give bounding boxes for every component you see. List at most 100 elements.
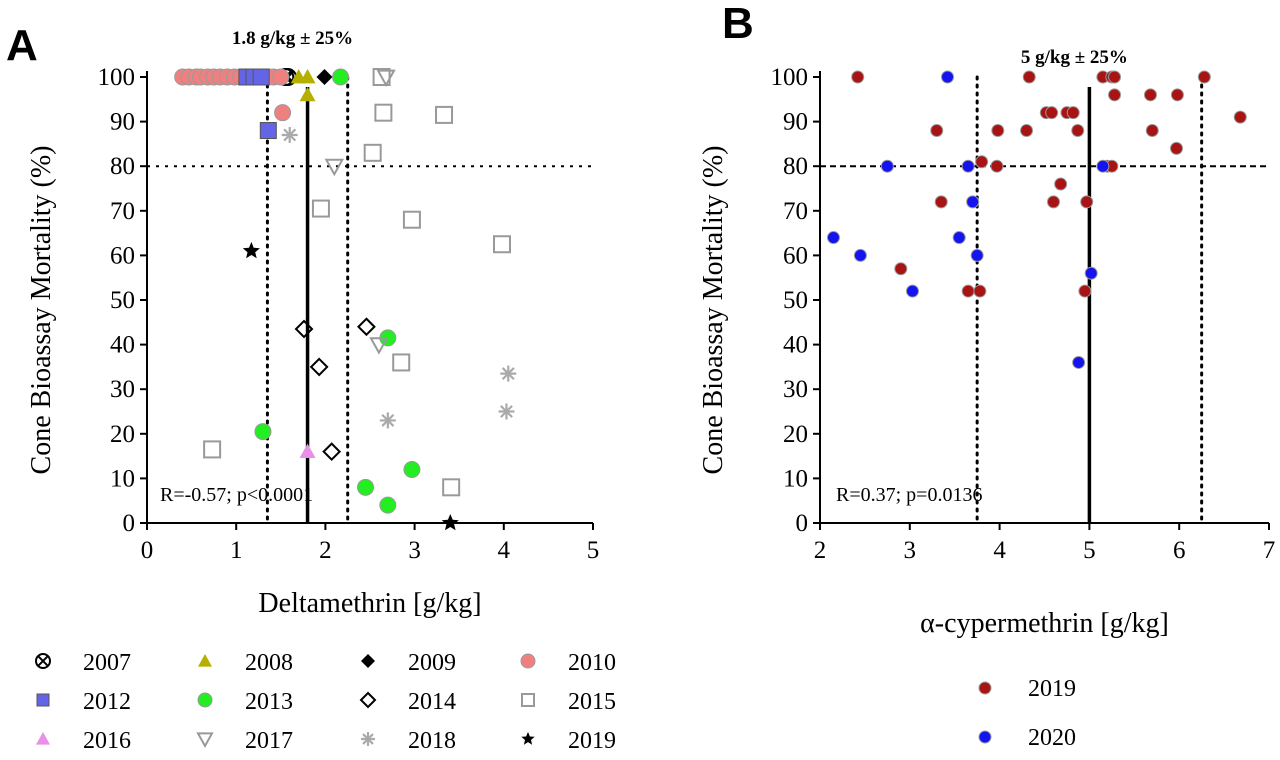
- point-b-2019-20: [975, 155, 989, 169]
- series-a-2018: [281, 126, 517, 429]
- y-tick-label-b-90: 90: [783, 109, 808, 136]
- point-a-2013-2: [254, 423, 272, 441]
- stats-annotation-a: R=-0.57; p<0.0001: [160, 484, 313, 506]
- point-a-2013-3: [403, 460, 421, 478]
- point-a-2015-6: [493, 235, 512, 254]
- legend-label-a-2018: 2018: [408, 728, 456, 754]
- point-b-2019-26: [1046, 195, 1060, 209]
- series-a-2008: [290, 69, 316, 102]
- point-a-2018-0: [281, 126, 298, 143]
- point-a-2012-3: [259, 122, 277, 140]
- legend-label-b-2020: 2020: [1028, 725, 1076, 751]
- y-tick-label-a-20: 20: [110, 421, 135, 448]
- point-a-2008-1: [290, 69, 307, 84]
- point-b-2019-5: [1197, 70, 1211, 84]
- point-a-2015-4: [311, 199, 330, 218]
- point-a-2008-2: [299, 86, 316, 102]
- y-tick-label-b-70: 70: [783, 198, 808, 225]
- point-a-2013-4: [357, 478, 375, 496]
- point-b-2020-7: [970, 248, 984, 262]
- y-tick-label-a-40: 40: [110, 332, 135, 359]
- point-b-2019-1: [1022, 70, 1036, 84]
- panel-letter-a: A: [6, 21, 38, 70]
- point-b-2019-15: [991, 124, 1005, 138]
- point-a-2015-9: [442, 478, 461, 497]
- legend-item-a-2013: 2013: [197, 689, 293, 715]
- y-tick-label-a-50: 50: [110, 287, 135, 314]
- y-axis-label-b: Cone Bioassay Mortality (%): [698, 146, 729, 475]
- series-a-2019: [242, 241, 459, 531]
- point-a-2014-0: [294, 319, 314, 339]
- point-b-2019-16: [1020, 124, 1034, 138]
- legend-item-a-2012: 2012: [36, 689, 131, 715]
- point-a-2015-2: [435, 105, 454, 124]
- y-tick-label-b-50: 50: [783, 287, 808, 314]
- legend-label-a-2010: 2010: [568, 650, 616, 676]
- x-tick-label-b-7: 7: [1263, 537, 1276, 564]
- point-a-2019-0: [242, 241, 260, 259]
- point-b-2019-0: [851, 70, 865, 84]
- legend-item-b-2020: 2020: [978, 725, 1076, 751]
- point-a-2014-2: [309, 357, 329, 377]
- legend-label-a-2012: 2012: [83, 689, 131, 715]
- legend-item-a-2010: 2010: [520, 650, 616, 676]
- x-axis-label-a: Deltamethrin [g/kg]: [258, 588, 481, 619]
- target-label-b: 5 g/kg ± 25%: [1021, 47, 1128, 68]
- point-a-2015-7: [392, 353, 411, 372]
- point-b-2019-7: [1045, 106, 1059, 120]
- y-tick-label-a-10: 10: [110, 465, 135, 492]
- point-a-2016-0: [299, 443, 316, 459]
- point-b-2019-14: [930, 124, 944, 138]
- series-a-2016: [299, 443, 316, 459]
- point-a-2010-15: [272, 68, 290, 86]
- point-b-2019-9: [1066, 106, 1080, 120]
- legend-marker-a-2018: [361, 732, 375, 746]
- series-a-2012: [238, 68, 277, 140]
- point-b-2020-9: [1084, 266, 1098, 280]
- point-a-2017-1: [324, 158, 345, 177]
- point-a-2015-3: [363, 143, 382, 162]
- series-a-2010: [174, 68, 292, 122]
- series-b-2019: [851, 70, 1247, 298]
- legend-label-a-2013: 2013: [245, 689, 293, 715]
- point-b-2020-11: [1096, 159, 1110, 173]
- legend-item-a-2015: 2015: [521, 689, 616, 715]
- point-b-2020-0: [941, 70, 955, 84]
- legend-marker-a-2016: [36, 732, 50, 745]
- x-tick-label-b-2: 2: [814, 537, 827, 564]
- y-tick-label-a-60: 60: [110, 242, 135, 269]
- point-b-2020-4: [853, 248, 867, 262]
- legend-label-a-2009: 2009: [408, 650, 456, 676]
- point-a-2014-3: [322, 442, 342, 462]
- series-b-2020: [826, 70, 1110, 369]
- point-b-2019-13: [1233, 110, 1247, 124]
- legend-marker-a-2013: [197, 692, 213, 708]
- legend-marker-a-2014: [359, 691, 377, 709]
- point-a-2018-3: [379, 412, 396, 429]
- point-a-2015-5: [402, 210, 421, 229]
- point-b-2019-30: [973, 284, 987, 298]
- point-b-2020-5: [966, 195, 980, 209]
- point-a-2012-2: [252, 68, 270, 86]
- point-b-2019-10: [1108, 88, 1122, 102]
- y-tick-label-a-80: 80: [110, 153, 135, 180]
- legend-label-a-2016: 2016: [83, 728, 131, 754]
- series-a-2017: [324, 69, 396, 355]
- stats-annotation-b: R=0.37; p=0.0136: [836, 484, 982, 506]
- point-b-2020-1: [880, 159, 894, 173]
- y-axis-label-a: Cone Bioassay Mortality (%): [26, 146, 57, 475]
- series-a-2015: [203, 68, 512, 497]
- legend-panel-a: 2007 2008 2009 2010 2012 2013 2014 2015 2016 2017…: [35, 650, 616, 754]
- point-b-2019-17: [1071, 124, 1085, 138]
- y-tick-label-b-40: 40: [783, 332, 808, 359]
- chart-panel-a: 0 10 20 30 40 50 60 70 80 90 100 0 1 2 3 4 5 Deltamethrin…: [26, 28, 599, 619]
- y-tick-label-a-70: 70: [110, 198, 135, 225]
- point-a-2018-1: [500, 365, 517, 382]
- legend-marker-a-2007: [35, 653, 51, 669]
- legend-label-b-2019: 2019: [1028, 676, 1076, 702]
- point-b-2019-25: [934, 195, 948, 209]
- legend-item-b-2019: 2019: [978, 676, 1076, 702]
- legend-marker-b-2019: [978, 681, 992, 695]
- legend-item-a-2016: 2016: [36, 728, 131, 754]
